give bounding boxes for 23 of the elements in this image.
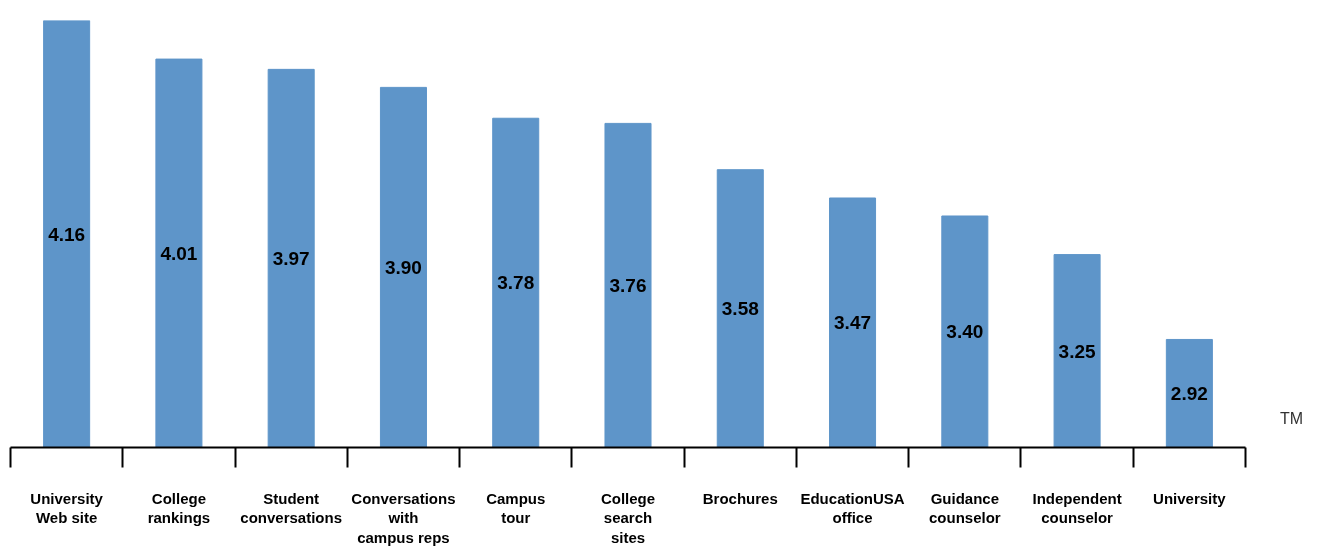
x-tick-label: Brochures [702,489,778,507]
x-tick-label: University Web site [30,489,104,527]
data-label: 3.25 [1058,340,1097,362]
x-tick-label: College rankings [147,489,211,527]
text: TM [1280,409,1304,429]
x-tick-label: Conversations with campus reps [351,489,456,546]
data-label: 3.76 [609,274,647,296]
x-tick-label: Student conversations [240,489,343,527]
data-label: 2.92 [1170,382,1208,404]
x-tick-label: University [1153,489,1227,507]
x-tick-label: College search sites [600,489,656,546]
data-label: 4.01 [160,242,198,264]
data-label: 3.47 [834,312,872,334]
data-label: 4.16 [48,223,86,245]
x-tick-label: Guidance counselor [928,489,1001,527]
x-tick-label: Independent counselor [1032,489,1122,527]
data-label: 3.97 [272,247,310,269]
x-tick-label: EducationUSA office [800,489,905,527]
data-label: 3.78 [497,272,535,294]
data-label: 3.40 [946,321,984,343]
data-label: 3.90 [384,256,422,278]
x-tick-label: Campus tour [486,489,546,527]
data-label: 3.58 [721,298,759,320]
